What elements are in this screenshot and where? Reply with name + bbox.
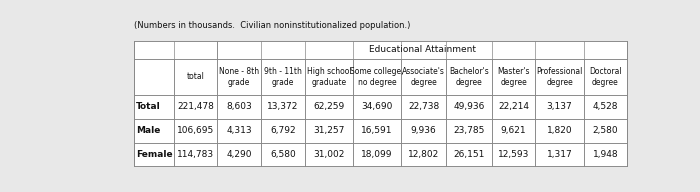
Text: 221,478: 221,478: [177, 102, 214, 111]
Text: 1,317: 1,317: [547, 150, 573, 159]
Text: 3,137: 3,137: [547, 102, 573, 111]
Bar: [218, 119, 261, 143]
Text: 18,099: 18,099: [361, 150, 393, 159]
Text: 31,257: 31,257: [314, 126, 344, 135]
Bar: [491, 119, 536, 143]
Bar: [134, 119, 174, 143]
Text: Educational Attainment: Educational Attainment: [369, 45, 476, 54]
Text: Female: Female: [136, 150, 173, 159]
Text: 106,695: 106,695: [177, 126, 214, 135]
Bar: [305, 143, 353, 166]
Text: 4,528: 4,528: [593, 102, 618, 111]
Text: Some college,
no degree: Some college, no degree: [350, 67, 404, 87]
Text: 6,792: 6,792: [270, 126, 296, 135]
Text: 31,002: 31,002: [314, 150, 344, 159]
Text: 4,313: 4,313: [227, 126, 252, 135]
Bar: [261, 95, 305, 119]
Text: 1,948: 1,948: [593, 150, 618, 159]
Text: Doctoral
degree: Doctoral degree: [589, 67, 622, 87]
Bar: [174, 95, 218, 119]
Bar: [584, 143, 627, 166]
Text: Professional
degree: Professional degree: [536, 67, 582, 87]
Bar: [134, 119, 627, 143]
Text: 22,214: 22,214: [498, 102, 529, 111]
Bar: [536, 119, 584, 143]
Text: 1,820: 1,820: [547, 126, 573, 135]
Bar: [353, 119, 401, 143]
Bar: [401, 119, 447, 143]
Bar: [134, 41, 627, 166]
Bar: [134, 143, 174, 166]
Text: 9,936: 9,936: [411, 126, 437, 135]
Text: 16,591: 16,591: [361, 126, 393, 135]
Bar: [134, 59, 627, 95]
Bar: [134, 95, 174, 119]
Bar: [134, 41, 218, 59]
Bar: [584, 59, 627, 95]
Bar: [305, 95, 353, 119]
Text: 9th - 11th
grade: 9th - 11th grade: [264, 67, 302, 87]
Text: (Numbers in thousands.  Civilian noninstitutionalized population.): (Numbers in thousands. Civilian noninsti…: [134, 22, 410, 30]
Bar: [536, 143, 584, 166]
Bar: [218, 143, 261, 166]
Bar: [134, 95, 627, 119]
Bar: [401, 59, 447, 95]
Text: 26,151: 26,151: [454, 150, 484, 159]
Bar: [584, 95, 627, 119]
Bar: [218, 59, 261, 95]
Bar: [174, 119, 218, 143]
Bar: [218, 95, 261, 119]
Text: Male: Male: [136, 126, 161, 135]
Bar: [305, 119, 353, 143]
Bar: [218, 41, 627, 59]
Bar: [401, 143, 447, 166]
Bar: [447, 59, 491, 95]
Bar: [353, 95, 401, 119]
Text: 6,580: 6,580: [270, 150, 296, 159]
Bar: [261, 143, 305, 166]
Text: 49,936: 49,936: [454, 102, 484, 111]
Text: 2,580: 2,580: [593, 126, 618, 135]
Text: 12,802: 12,802: [408, 150, 440, 159]
Bar: [401, 95, 447, 119]
Bar: [305, 59, 353, 95]
Text: High school
graduate: High school graduate: [307, 67, 351, 87]
Bar: [447, 119, 491, 143]
Bar: [447, 95, 491, 119]
Bar: [353, 59, 401, 95]
Text: 62,259: 62,259: [314, 102, 344, 111]
Text: 8,603: 8,603: [226, 102, 252, 111]
Text: 12,593: 12,593: [498, 150, 529, 159]
Bar: [261, 59, 305, 95]
Bar: [584, 119, 627, 143]
Text: Master's
degree: Master's degree: [498, 67, 530, 87]
Text: 23,785: 23,785: [454, 126, 484, 135]
Text: Bachelor's
degree: Bachelor's degree: [449, 67, 489, 87]
Bar: [353, 143, 401, 166]
Text: Total: Total: [136, 102, 161, 111]
Text: None - 8th
grade: None - 8th grade: [219, 67, 259, 87]
Bar: [447, 143, 491, 166]
Text: 34,690: 34,690: [361, 102, 393, 111]
Bar: [261, 119, 305, 143]
Text: 13,372: 13,372: [267, 102, 299, 111]
Text: 9,621: 9,621: [500, 126, 526, 135]
Bar: [491, 59, 536, 95]
Bar: [536, 95, 584, 119]
Bar: [134, 143, 627, 166]
Bar: [174, 143, 218, 166]
Text: 22,738: 22,738: [408, 102, 440, 111]
Text: 4,290: 4,290: [227, 150, 252, 159]
Text: total: total: [187, 72, 204, 81]
Text: 114,783: 114,783: [177, 150, 214, 159]
Bar: [536, 59, 584, 95]
Bar: [174, 59, 218, 95]
Text: Associate's
degree: Associate's degree: [402, 67, 445, 87]
Bar: [134, 59, 174, 95]
Bar: [491, 95, 536, 119]
Bar: [491, 143, 536, 166]
